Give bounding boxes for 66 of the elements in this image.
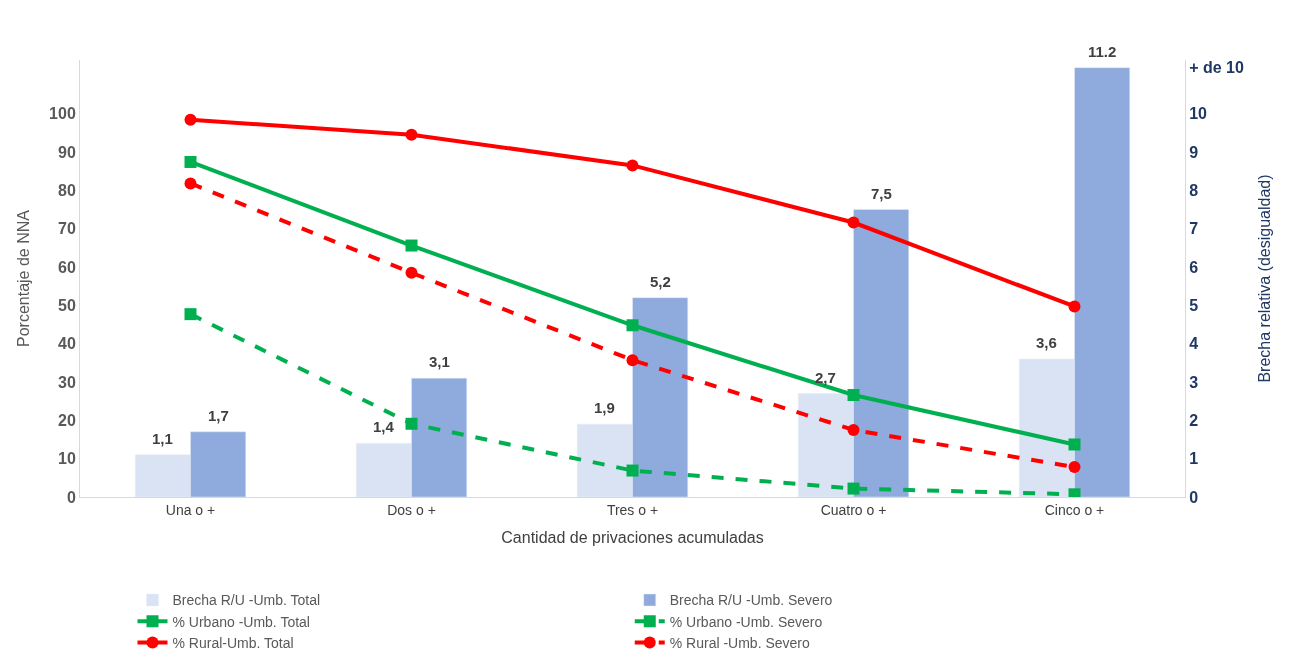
point xyxy=(184,177,197,190)
legend-label: Brecha R/U -Umb. Severo xyxy=(669,592,833,609)
point xyxy=(1068,300,1081,313)
data-label: 2,7 xyxy=(815,369,836,386)
x-axis-title: Cantidad de privaciones acumuladas xyxy=(501,529,764,547)
y-tick-label: 80 xyxy=(58,181,76,199)
point xyxy=(1068,438,1081,451)
point xyxy=(405,417,418,430)
y-axis-title: Porcentaje de NNA xyxy=(15,209,32,347)
y2-axis-title: Brecha relativa (desigualdad) xyxy=(1255,174,1273,383)
point xyxy=(847,482,860,495)
y-tick-label: 100 xyxy=(49,105,76,123)
point xyxy=(1068,461,1081,474)
data-label: 1,4 xyxy=(373,418,395,435)
y-tick-label: 70 xyxy=(58,220,76,238)
point xyxy=(405,266,418,279)
point xyxy=(184,113,197,126)
point xyxy=(626,159,639,172)
y-tick-label: 90 xyxy=(58,143,76,161)
y2-tick-label: 4 xyxy=(1189,335,1199,353)
legend-label: Brecha R/U -Umb. Total xyxy=(172,592,321,609)
y2-tick-label: 10 xyxy=(1189,105,1208,123)
point xyxy=(184,308,197,321)
data-label: 1,9 xyxy=(594,399,615,416)
point xyxy=(847,216,860,229)
data-label: 1,7 xyxy=(208,407,229,424)
data-label: 1,1 xyxy=(152,430,173,447)
y2-tick-label: + de 10 xyxy=(1189,59,1244,77)
x-tick-label: Dos o + xyxy=(387,501,436,518)
legend-label: % Rural -Umb. Severo xyxy=(669,634,810,651)
legend-label: % Rural-Umb. Total xyxy=(172,634,294,651)
point xyxy=(184,155,197,168)
data-label: 5,2 xyxy=(650,273,671,290)
point xyxy=(626,319,639,332)
y-tick-label: 50 xyxy=(58,296,76,314)
y-tick-label: 30 xyxy=(58,373,76,391)
y2-tick-label: 2 xyxy=(1189,411,1199,429)
point xyxy=(626,464,639,477)
legend-label: % Urbano -Umb. Severo xyxy=(669,613,823,630)
y-tick-label: 20 xyxy=(58,411,76,429)
legend-label: % Urbano -Umb. Total xyxy=(172,613,310,630)
y-tick-label: 0 xyxy=(66,488,76,506)
y2-tick-label: 6 xyxy=(1189,258,1199,276)
data-label: 11.2 xyxy=(1088,43,1117,60)
x-tick-label: Una o + xyxy=(165,501,216,518)
point xyxy=(626,354,639,367)
y2-tick-label: 5 xyxy=(1189,296,1199,314)
x-tick-label: Cinco o + xyxy=(1044,501,1105,518)
x-tick-label: Cuatro o + xyxy=(820,501,887,518)
y2-tick-label: 7 xyxy=(1189,220,1199,238)
point xyxy=(847,423,860,436)
y2-tick-label: 3 xyxy=(1189,373,1199,391)
point xyxy=(847,389,860,402)
data-label: 3,1 xyxy=(429,353,450,370)
x-tick-label: Tres o + xyxy=(606,501,659,518)
y-tick-label: 10 xyxy=(58,450,76,468)
y-tick-label: 40 xyxy=(58,335,76,353)
data-label: 7,5 xyxy=(871,185,892,202)
y2-tick-label: 8 xyxy=(1189,181,1199,199)
y-tick-label: 60 xyxy=(58,258,76,276)
data-label: 3,6 xyxy=(1036,334,1057,351)
point xyxy=(405,128,418,141)
point xyxy=(405,239,418,252)
y2-tick-label: 0 xyxy=(1189,488,1199,506)
y2-tick-label: 1 xyxy=(1189,450,1199,468)
y2-tick-label: 9 xyxy=(1189,143,1199,161)
